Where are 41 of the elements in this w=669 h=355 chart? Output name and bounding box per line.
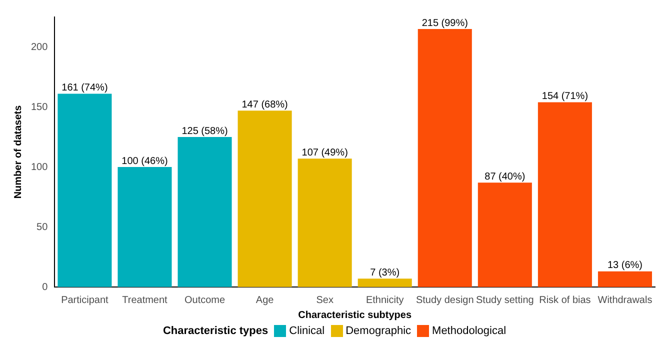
x-tick-label: Treatment [122,294,168,306]
legend-title: Characteristic types [162,325,268,337]
x-tick-label: Outcome [184,294,226,306]
legend-label: Demographic [346,325,412,337]
y-axis-title: Number of datasets [12,104,24,199]
y-tick-label: 200 [30,42,48,53]
x-tick-label: Study setting [476,294,534,306]
data-label: 215 (99%) [422,18,468,29]
data-label: 147 (68%) [242,99,288,110]
bar [418,29,472,287]
bar [358,278,412,287]
data-label: 87 (40%) [484,171,526,182]
bar [118,167,172,287]
legend-label: Clinical [289,325,325,337]
bar [58,94,112,287]
bar [238,110,292,287]
data-label: 107 (49%) [302,147,348,158]
x-tick-label: Ethnicity [366,294,404,306]
bar [538,102,592,287]
x-tick-label: Study design [416,294,474,306]
x-tick-label: Withdrawals [598,294,652,306]
data-label: 100 (46%) [122,156,168,167]
bar [478,182,532,287]
bar [178,137,232,287]
y-tick-label: 100 [30,162,48,173]
data-label: 125 (58%) [182,126,228,137]
data-label: 161 (74%) [62,82,108,94]
y-tick-label: 150 [30,102,48,113]
data-label: 154 (71%) [542,90,588,102]
x-tick-label: Age [256,294,274,306]
y-tick-label: 50 [36,222,48,233]
x-tick-label: Risk of bias [539,294,591,306]
x-tick-label: Sex [316,294,334,306]
x-tick-label: Participant [61,294,109,306]
bar [298,158,352,287]
x-axis-title: Characteristic subtypes [298,310,412,321]
legend-label: Methodological [432,325,506,337]
y-tick-label: 0 [42,282,48,293]
data-label: 7 (3%) [370,267,400,278]
bar [598,271,652,287]
data-label: 13 (6%) [607,260,642,272]
